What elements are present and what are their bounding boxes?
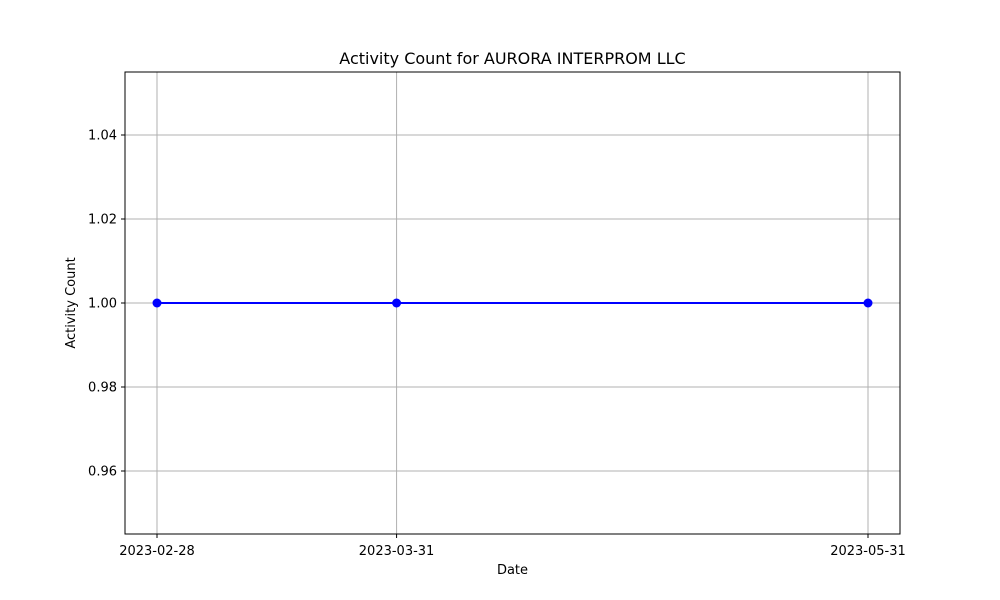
y-tick-label: 1.04 (88, 129, 117, 144)
x-axis-label: Date (497, 563, 528, 578)
data-point (152, 298, 162, 308)
data-point (392, 298, 402, 308)
chart-title: Activity Count for AURORA INTERPROM LLC (339, 49, 685, 68)
x-tick-label: 2023-03-31 (359, 544, 435, 559)
x-tick-label: 2023-05-31 (830, 544, 906, 559)
data-point (863, 298, 873, 308)
y-tick-label: 1.02 (88, 213, 117, 228)
tick-layer: 0.96 0.98 1.00 1.02 1.04 2023-02-28 2023-03-31… (88, 129, 906, 560)
y-tick-label: 0.98 (88, 381, 117, 396)
series-layer (152, 298, 873, 308)
y-tick-label: 1.00 (88, 297, 117, 312)
y-axis-label: Activity Count (64, 257, 79, 348)
y-tick-label: 0.96 (88, 465, 117, 480)
x-tick-label: 2023-02-28 (119, 544, 195, 559)
